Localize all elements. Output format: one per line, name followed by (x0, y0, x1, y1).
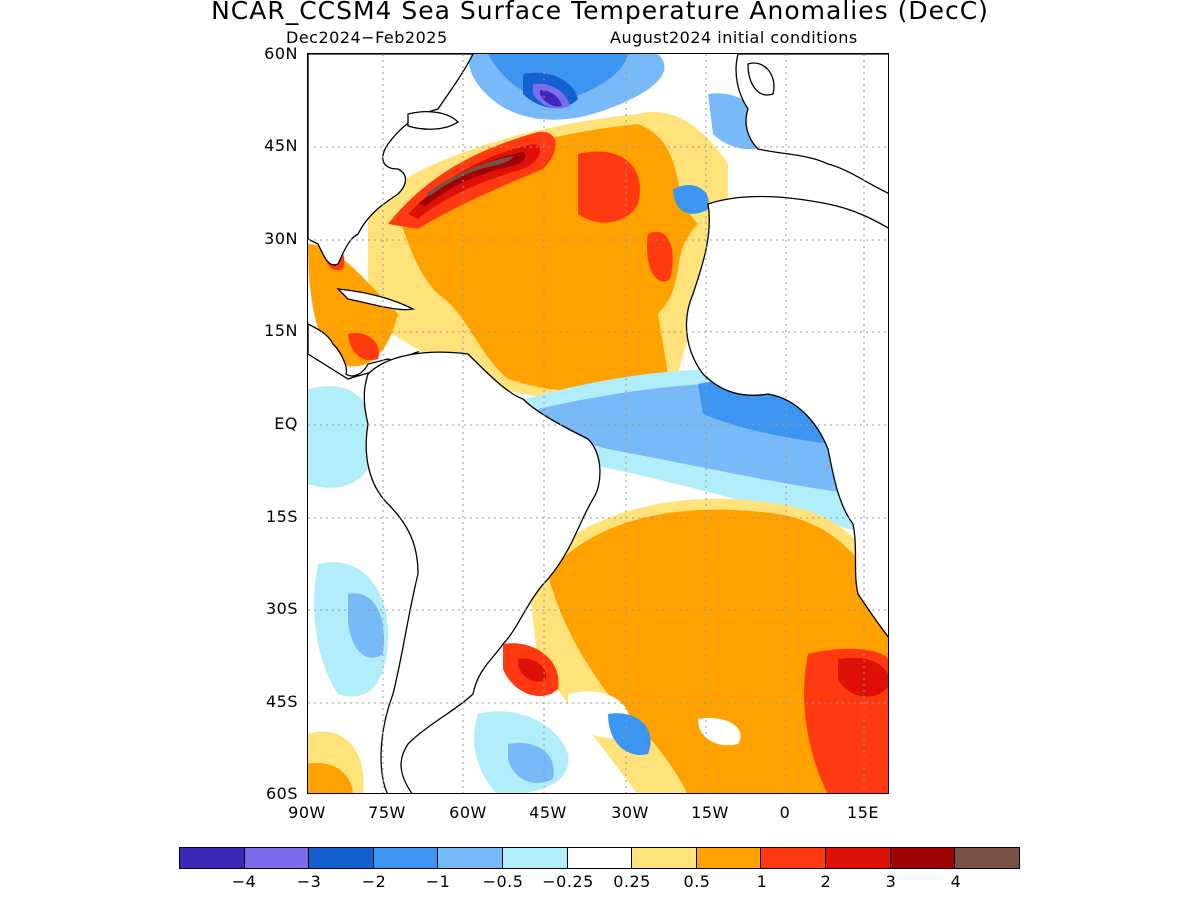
colorbar-swatch (180, 848, 245, 868)
colorbar-swatch (503, 848, 568, 868)
lon-label-75w: 75W (368, 803, 406, 822)
colorbar-swatch (826, 848, 891, 868)
colorbar-swatch (890, 848, 956, 868)
anomaly-sw-orange (308, 763, 353, 793)
colorbar-label: 0.25 (613, 872, 651, 891)
lon-label-60w: 60W (449, 803, 487, 822)
colorbar-label: −2 (361, 872, 387, 891)
lon-label-0: 0 (779, 803, 791, 822)
land-africa (685, 195, 888, 638)
land-cuba (336, 288, 415, 311)
lat-label-45s: 45S (265, 692, 298, 711)
anomaly-sa-white2 (698, 718, 741, 746)
colorbar-label: −3 (296, 872, 322, 891)
anomaly-gulfstream-brown (426, 156, 514, 196)
colorbar-label: −0.5 (482, 872, 524, 891)
anomaly-midna-red2 (647, 231, 673, 282)
anomaly-midna-red (578, 151, 640, 223)
lat-label-15n: 15N (264, 321, 298, 340)
colorbar-swatch (309, 848, 374, 868)
lat-label-30n: 30N (264, 229, 298, 248)
land-uk (747, 62, 775, 96)
map-gridlines (308, 54, 888, 793)
land-south-america (363, 351, 601, 793)
land-labrador (407, 111, 460, 130)
anomaly-caribbean-orange (308, 244, 398, 367)
lon-label-15e: 15E (847, 803, 879, 822)
lat-label-30s: 30S (265, 599, 298, 618)
colorbar-label: −1 (425, 872, 451, 891)
colorbar-label: −0.25 (542, 872, 594, 891)
lat-label-15s: 15S (265, 507, 298, 526)
anomaly-sw-darkred (518, 658, 547, 682)
sst-anomaly-map (307, 53, 889, 794)
colorbar-swatch (567, 848, 633, 868)
anomaly-gulfstream-maroon (418, 152, 526, 206)
anomaly-sa-orange (548, 509, 888, 793)
lat-label-60s: 60S (265, 784, 298, 803)
colorbar-label: −4 (231, 872, 257, 891)
colorbar-swatch (373, 848, 439, 868)
initial-conditions: August2024 initial conditions (610, 28, 858, 47)
colorbar-swatch (696, 848, 762, 868)
anomaly-south-blue (508, 743, 554, 783)
anomaly-sa-darkred-east (838, 657, 888, 697)
anomaly-south-midblue (608, 713, 651, 755)
colorbar-swatch (438, 848, 504, 868)
lat-label-60n: 60N (264, 44, 298, 63)
colorbar-swatch (955, 848, 1019, 868)
colorbar-label: 4 (950, 872, 962, 891)
anomaly-west-lightblue (308, 386, 374, 488)
lat-label-eq: EQ (274, 414, 298, 433)
anomaly-caribbean-red (348, 333, 379, 361)
anomaly-sp-blue (348, 593, 384, 658)
colorbar-label: 0.5 (683, 872, 711, 891)
colorbar-swatch (244, 848, 310, 868)
colorbar (179, 847, 1020, 869)
lon-label-45w: 45W (529, 803, 567, 822)
lon-label-90w: 90W (288, 803, 326, 822)
lat-label-45n: 45N (264, 136, 298, 155)
lon-label-30w: 30W (611, 803, 649, 822)
anomaly-north-violet (540, 90, 562, 107)
colorbar-swatch (632, 848, 697, 868)
lon-label-15w: 15W (691, 803, 729, 822)
map-svg (308, 54, 888, 793)
colorbar-label: 2 (820, 872, 832, 891)
colorbar-label: 1 (756, 872, 768, 891)
colorbar-label: 3 (885, 872, 897, 891)
forecast-period: Dec2024−Feb2025 (286, 28, 448, 47)
land-north-america (308, 54, 474, 266)
colorbar-swatch (761, 848, 827, 868)
chart-title: NCAR_CCSM4 Sea Surface Temperature Anoma… (211, 0, 989, 25)
anomaly-bay-blue (673, 185, 709, 214)
